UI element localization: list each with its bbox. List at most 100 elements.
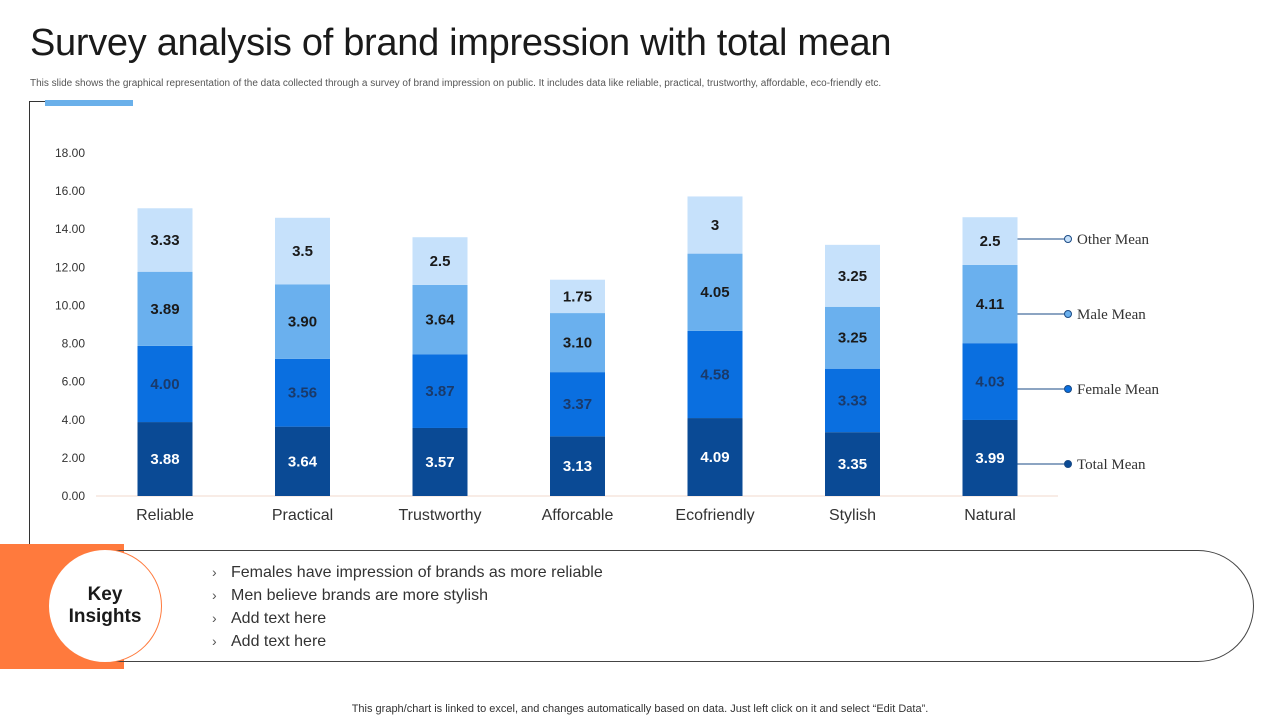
y-tick-label: 6.00 [62,375,86,389]
insights-list: › Females have impression of brands as mo… [212,562,603,654]
x-tick-label: Stylish [829,507,876,524]
insight-text: Females have impression of brands as mor… [231,564,603,581]
x-tick-label: Reliable [136,507,194,524]
bar-segment [137,271,193,346]
x-tick-label: Ecofriendly [675,507,754,524]
bar-segment [687,196,743,254]
chevron-right-icon: › [212,564,217,580]
data-label: 3.64 [425,312,455,329]
accent-bar [45,100,133,106]
legend-marker [1064,235,1072,243]
data-label: 3.5 [292,243,313,260]
bar-segment [962,264,1018,344]
bar-segment [275,217,330,285]
data-label: 4.00 [150,376,179,393]
data-label: 2.5 [430,253,451,270]
x-tick-label: Practical [272,507,333,524]
data-label: 4.05 [700,284,729,301]
data-label: 3.99 [975,450,1004,467]
y-tick-label: 14.00 [55,222,85,236]
bar-segment [412,354,468,428]
bar-segment [137,345,193,423]
bar-segment [687,418,743,496]
y-tick-label: 8.00 [62,337,86,351]
x-tick-label: Afforcable [542,507,614,524]
stacked-bar-chart[interactable]: 0.00 2.00 4.00 6.00 8.00 10.00 12.00 14.00 16.00… [0,0,1280,540]
y-tick-label: 16.00 [55,184,85,198]
data-label: 3.56 [288,385,317,402]
y-tick-label: 4.00 [62,413,86,427]
data-label: 4.03 [975,374,1004,391]
data-label: 3.33 [150,232,179,249]
frame-line-horizontal [29,101,45,102]
bar-segment [412,237,468,285]
data-label: 3.57 [425,454,454,471]
legend-label: Male Mean [1077,307,1146,323]
insight-item: › Men believe brands are more stylish [212,585,603,608]
bar-segment [137,422,193,496]
bar-segment [825,306,880,369]
frame-line-vertical [29,101,30,544]
data-label: 3.35 [838,456,867,473]
page-subtitle: This slide shows the graphical represent… [30,78,882,89]
bar-segment [550,372,605,437]
x-tick-label: Trustworthy [399,507,482,524]
bar-segment [275,284,330,359]
key-insights-badge: Key Insights [48,549,162,663]
bar-segment [275,358,330,427]
bar-segment [962,217,1018,265]
y-tick-label: 2.00 [62,451,86,465]
bar-segment [687,253,743,331]
bar-segment [412,427,468,496]
insight-text: Add text here [231,610,327,627]
data-label: 3.25 [838,268,867,285]
legend-marker [1064,460,1072,468]
key-insights-heading: Key Insights [68,584,142,627]
bar-segment [275,426,330,496]
chevron-right-icon: › [212,587,217,603]
page-title: Survey analysis of brand impression with… [30,22,892,64]
data-label: 3.33 [838,392,867,409]
legend-label: Other Mean [1077,232,1150,248]
data-label: 3.88 [150,451,179,468]
bar-segment [962,343,1018,420]
legend-label: Total Mean [1077,457,1146,473]
data-label: 3.64 [288,453,318,470]
insight-item: › Add text here [212,608,603,631]
data-label: 2.5 [980,233,1001,250]
chevron-right-icon: › [212,633,217,649]
footer-note: This graph/chart is linked to excel, and… [351,703,929,715]
data-label: 3 [711,217,719,234]
chevron-right-icon: › [212,610,217,626]
bar-segment [550,436,605,496]
y-tick-label: 18.00 [55,146,85,160]
data-label: 3.90 [288,314,317,331]
insight-item: › Females have impression of brands as mo… [212,562,603,585]
bar-segment [687,330,743,419]
y-tick-label: 0.00 [62,489,86,503]
data-label: 1.75 [563,288,592,305]
data-label: 4.09 [700,449,729,466]
data-label: 3.37 [563,396,592,413]
insights-panel [106,550,1254,662]
y-tick-label: 10.00 [55,298,85,312]
data-label: 4.11 [976,296,1004,313]
legend-marker [1064,385,1072,393]
insight-item: › Add text here [212,631,603,654]
data-label: 4.58 [700,366,729,383]
legend-label: Female Mean [1077,382,1160,398]
bar-segment [825,368,880,433]
insight-text: Men believe brands are more stylish [231,587,489,604]
bar-segment [412,284,468,355]
legend-marker [1064,310,1072,318]
bar-segment [137,208,193,272]
data-label: 3.13 [563,458,592,475]
data-label: 3.87 [425,383,454,400]
bar-segment [825,432,880,496]
data-label: 3.25 [838,330,867,347]
data-label: 3.89 [150,301,179,318]
bar-segment [825,244,880,307]
bar-segment [550,313,605,373]
bar-segment [550,279,605,314]
x-tick-label: Natural [964,507,1016,524]
